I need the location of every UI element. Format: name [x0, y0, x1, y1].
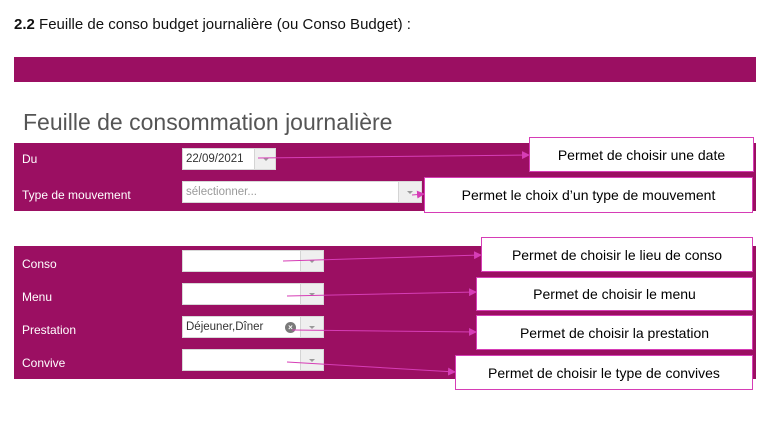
page-title: Feuille de consommation journalière	[23, 109, 393, 135]
chevron-down-icon[interactable]	[398, 182, 421, 202]
section-title: Feuille de conso budget journalière (ou …	[39, 16, 411, 33]
calendar-dropdown-icon[interactable]	[254, 149, 275, 169]
chevron-down-icon[interactable]	[300, 350, 323, 370]
prestation-value: Déjeuner,Dîner	[186, 321, 264, 333]
callout-conso: Permet de choisir le lieu de conso	[481, 237, 753, 272]
conso-arrow	[282, 251, 482, 262]
convive-label: Convive	[22, 356, 66, 370]
conso-select[interactable]	[182, 250, 324, 272]
callout-date: Permet de choisir une date	[529, 137, 754, 172]
app-header-bar	[14, 57, 756, 82]
callout-prestation: Permet de choisir la prestation	[476, 315, 753, 350]
date-arrow	[257, 151, 530, 160]
section-number: 2.2	[14, 16, 35, 33]
prestation-arrow	[291, 327, 477, 336]
chevron-down-icon[interactable]	[300, 251, 323, 271]
menu-select[interactable]	[182, 283, 324, 305]
menu-arrow	[286, 288, 477, 297]
convive-select[interactable]	[182, 349, 324, 371]
menu-label: Menu	[22, 290, 53, 304]
callout-menu: Permet de choisir le menu	[476, 277, 753, 311]
movement-type-label: Type de mouvement	[22, 188, 131, 202]
movement-arrow	[411, 190, 425, 199]
conso-label: Conso	[22, 257, 57, 271]
chevron-down-icon[interactable]	[300, 317, 323, 337]
section-heading: 2.2 Feuille de conso budget journalière …	[14, 16, 411, 33]
chevron-down-icon[interactable]	[300, 284, 323, 304]
movement-type-placeholder: sélectionner...	[186, 186, 257, 198]
prestation-label: Prestation	[22, 323, 77, 337]
date-value: 22/09/2021	[186, 153, 244, 165]
prestation-select[interactable]: Déjeuner,Dîner ×	[182, 316, 324, 338]
date-field[interactable]: 22/09/2021	[182, 148, 276, 170]
convive-arrow	[286, 361, 456, 376]
date-label: Du	[22, 152, 38, 166]
callout-movement: Permet le choix d’un type de mouvement	[424, 177, 753, 213]
callout-convive: Permet de choisir le type de convives	[455, 355, 753, 390]
clear-icon[interactable]: ×	[285, 322, 296, 333]
movement-type-select[interactable]: sélectionner...	[182, 181, 422, 203]
